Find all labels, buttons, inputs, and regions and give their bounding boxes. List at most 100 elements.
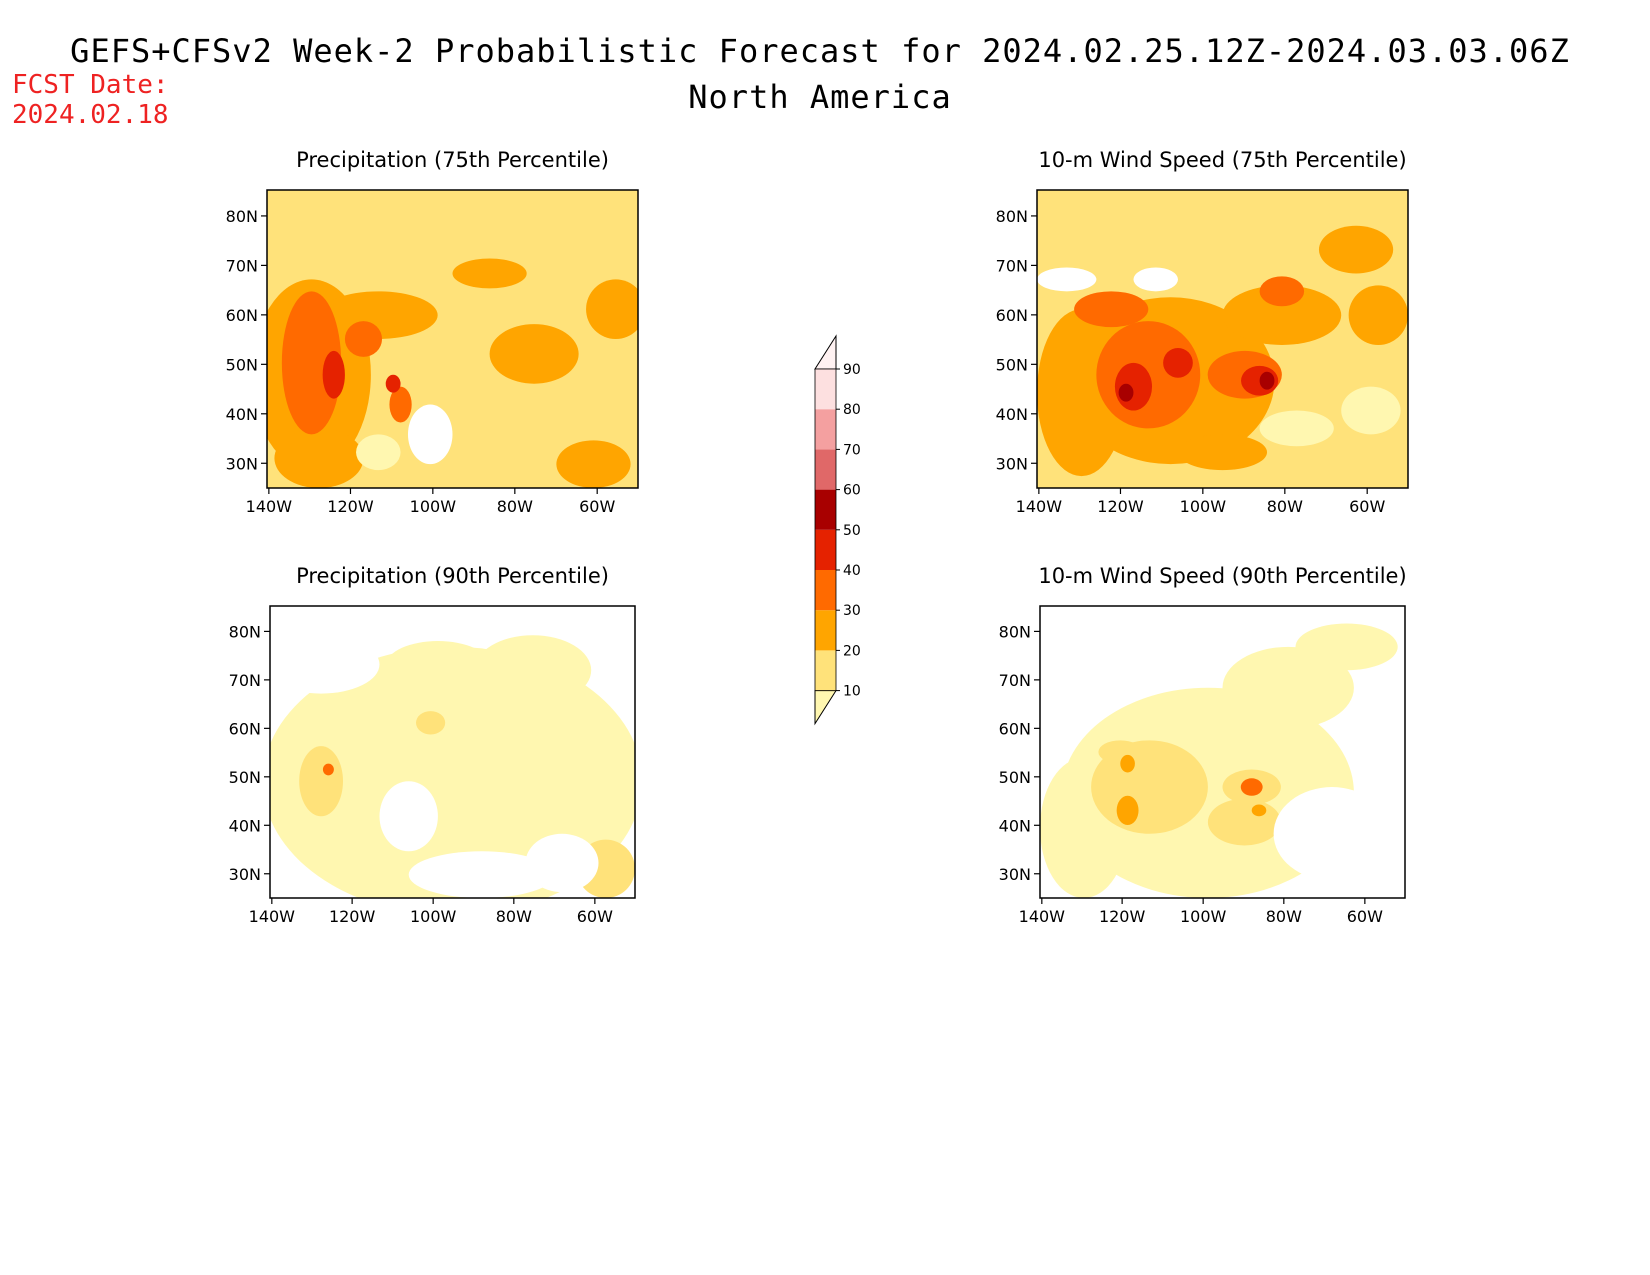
probability-shading: [1037, 190, 1408, 488]
lon-label: 120W: [1099, 907, 1146, 926]
shading-patch: [1163, 347, 1193, 378]
lon-label: 120W: [327, 497, 374, 516]
panel-title: 10-m Wind Speed (75th Percentile): [1038, 148, 1406, 172]
shading-patch: [416, 711, 446, 735]
lon-label: 120W: [1097, 497, 1144, 516]
shading-patch: [270, 635, 380, 694]
lon-label: 80W: [1267, 497, 1303, 516]
shading-patch: [1098, 740, 1143, 764]
shading-patch: [489, 324, 579, 384]
shading-patch: [474, 635, 592, 706]
shading-patch: [556, 440, 631, 488]
map-frame: [266, 189, 639, 489]
lon-label: 140W: [1019, 907, 1066, 926]
lon-label: 100W: [1180, 907, 1227, 926]
shading-patch: [1318, 225, 1394, 274]
forecast-date-value: 2024.02.18: [12, 100, 169, 130]
shading-patch: [1118, 383, 1134, 402]
lat-label: 70N: [996, 256, 1028, 275]
shading-patch: [281, 291, 342, 435]
lat-label: 50N: [996, 355, 1028, 374]
shading-patch: [1222, 646, 1354, 729]
shading-patch: [452, 258, 527, 289]
lon-label: 140W: [246, 497, 293, 516]
colorbar-label: 50: [843, 523, 861, 539]
lon-label: 60W: [1349, 497, 1385, 516]
colorbar-label: 60: [843, 483, 861, 499]
lat-label: 50N: [226, 355, 258, 374]
shading-patch: [525, 833, 599, 893]
lat-label: 40N: [229, 816, 261, 835]
colorbar-swatch: [815, 489, 836, 530]
shading-patch: [379, 781, 438, 852]
colorbar-swatch: [815, 449, 836, 490]
shading-patch: [1273, 787, 1391, 881]
shading-patch: [389, 386, 412, 423]
lat-label: 80N: [229, 622, 261, 641]
shading-patch: [1133, 267, 1178, 292]
shading-patch: [1222, 285, 1342, 345]
shading-patch: [1259, 371, 1275, 390]
map-frame: [269, 605, 636, 899]
probability-shading: [1040, 606, 1405, 898]
colorbar-top-cap: [814, 334, 837, 370]
map-panel-precip75: Precipitation (75th Percentile) 80N 70N 60N…: [226, 148, 639, 516]
shading-patch: [586, 279, 638, 339]
lat-label: 80N: [226, 207, 258, 226]
colorbar-label: 90: [843, 362, 861, 378]
probability-shading: [270, 606, 635, 898]
lon-label: 80W: [1266, 907, 1302, 926]
lat-label: 30N: [229, 865, 261, 884]
colorbar-swatch: [815, 409, 836, 450]
map-frame: [1039, 605, 1406, 899]
lat-label: 30N: [996, 454, 1028, 473]
lat-label: 80N: [999, 622, 1031, 641]
lon-label: 140W: [249, 907, 296, 926]
shading-patch: [407, 404, 453, 465]
shading-patch: [318, 291, 438, 339]
colorbar-swatch: [815, 570, 836, 611]
lat-label: 30N: [226, 454, 258, 473]
colorbar: 10 20 30 40 50 60 70 80 90: [814, 334, 861, 726]
lat-label: 40N: [226, 405, 258, 424]
map-frame: [1036, 189, 1409, 489]
shading-patch: [1074, 291, 1149, 328]
lat-label: 80N: [996, 207, 1028, 226]
lon-label: 100W: [410, 907, 457, 926]
panel-title: Precipitation (90th Percentile): [296, 564, 609, 588]
shading-patch: [1116, 795, 1139, 826]
colorbar-swatch: [815, 529, 836, 570]
lat-label: 70N: [999, 671, 1031, 690]
lon-label: 60W: [579, 497, 615, 516]
main-title: GEFS+CFSv2 Week-2 Probabilistic Forecast…: [70, 32, 1570, 70]
shading-patch: [1037, 267, 1097, 292]
colorbar-swatch: [815, 610, 836, 651]
lat-label: 50N: [999, 768, 1031, 787]
colorbar-label: 40: [843, 563, 861, 579]
lon-label: 100W: [410, 497, 457, 516]
shading-patch: [1341, 386, 1401, 435]
colorbar-swatch: [815, 650, 836, 691]
lon-label: 60W: [1347, 907, 1383, 926]
shading-patch: [386, 641, 489, 688]
lon-label: 80W: [497, 497, 533, 516]
shading-patch: [1240, 778, 1263, 796]
forecast-date-label: FCST Date:: [12, 70, 169, 100]
colorbar-swatch: [815, 369, 836, 410]
lat-label: 40N: [996, 405, 1028, 424]
shading-patch: [1348, 285, 1408, 345]
map-panel-precip90: Precipitation (90th Percentile) 80N 70N 60N…: [229, 564, 636, 926]
lat-label: 70N: [229, 671, 261, 690]
shading-patch: [322, 763, 334, 776]
shading-patch: [1295, 623, 1398, 671]
lat-label: 60N: [229, 719, 261, 738]
lon-label: 120W: [329, 907, 376, 926]
panel-title: 10-m Wind Speed (90th Percentile): [1038, 564, 1406, 588]
lon-label: 60W: [577, 907, 613, 926]
lat-label: 70N: [226, 256, 258, 275]
map-panel-wind75: 10-m Wind Speed (75th Percentile) 80N 70N 6…: [996, 148, 1409, 516]
shading-patch: [1047, 670, 1135, 706]
shading-patch: [322, 350, 345, 399]
lon-label: 100W: [1180, 497, 1227, 516]
colorbar-label: 70: [843, 442, 861, 458]
